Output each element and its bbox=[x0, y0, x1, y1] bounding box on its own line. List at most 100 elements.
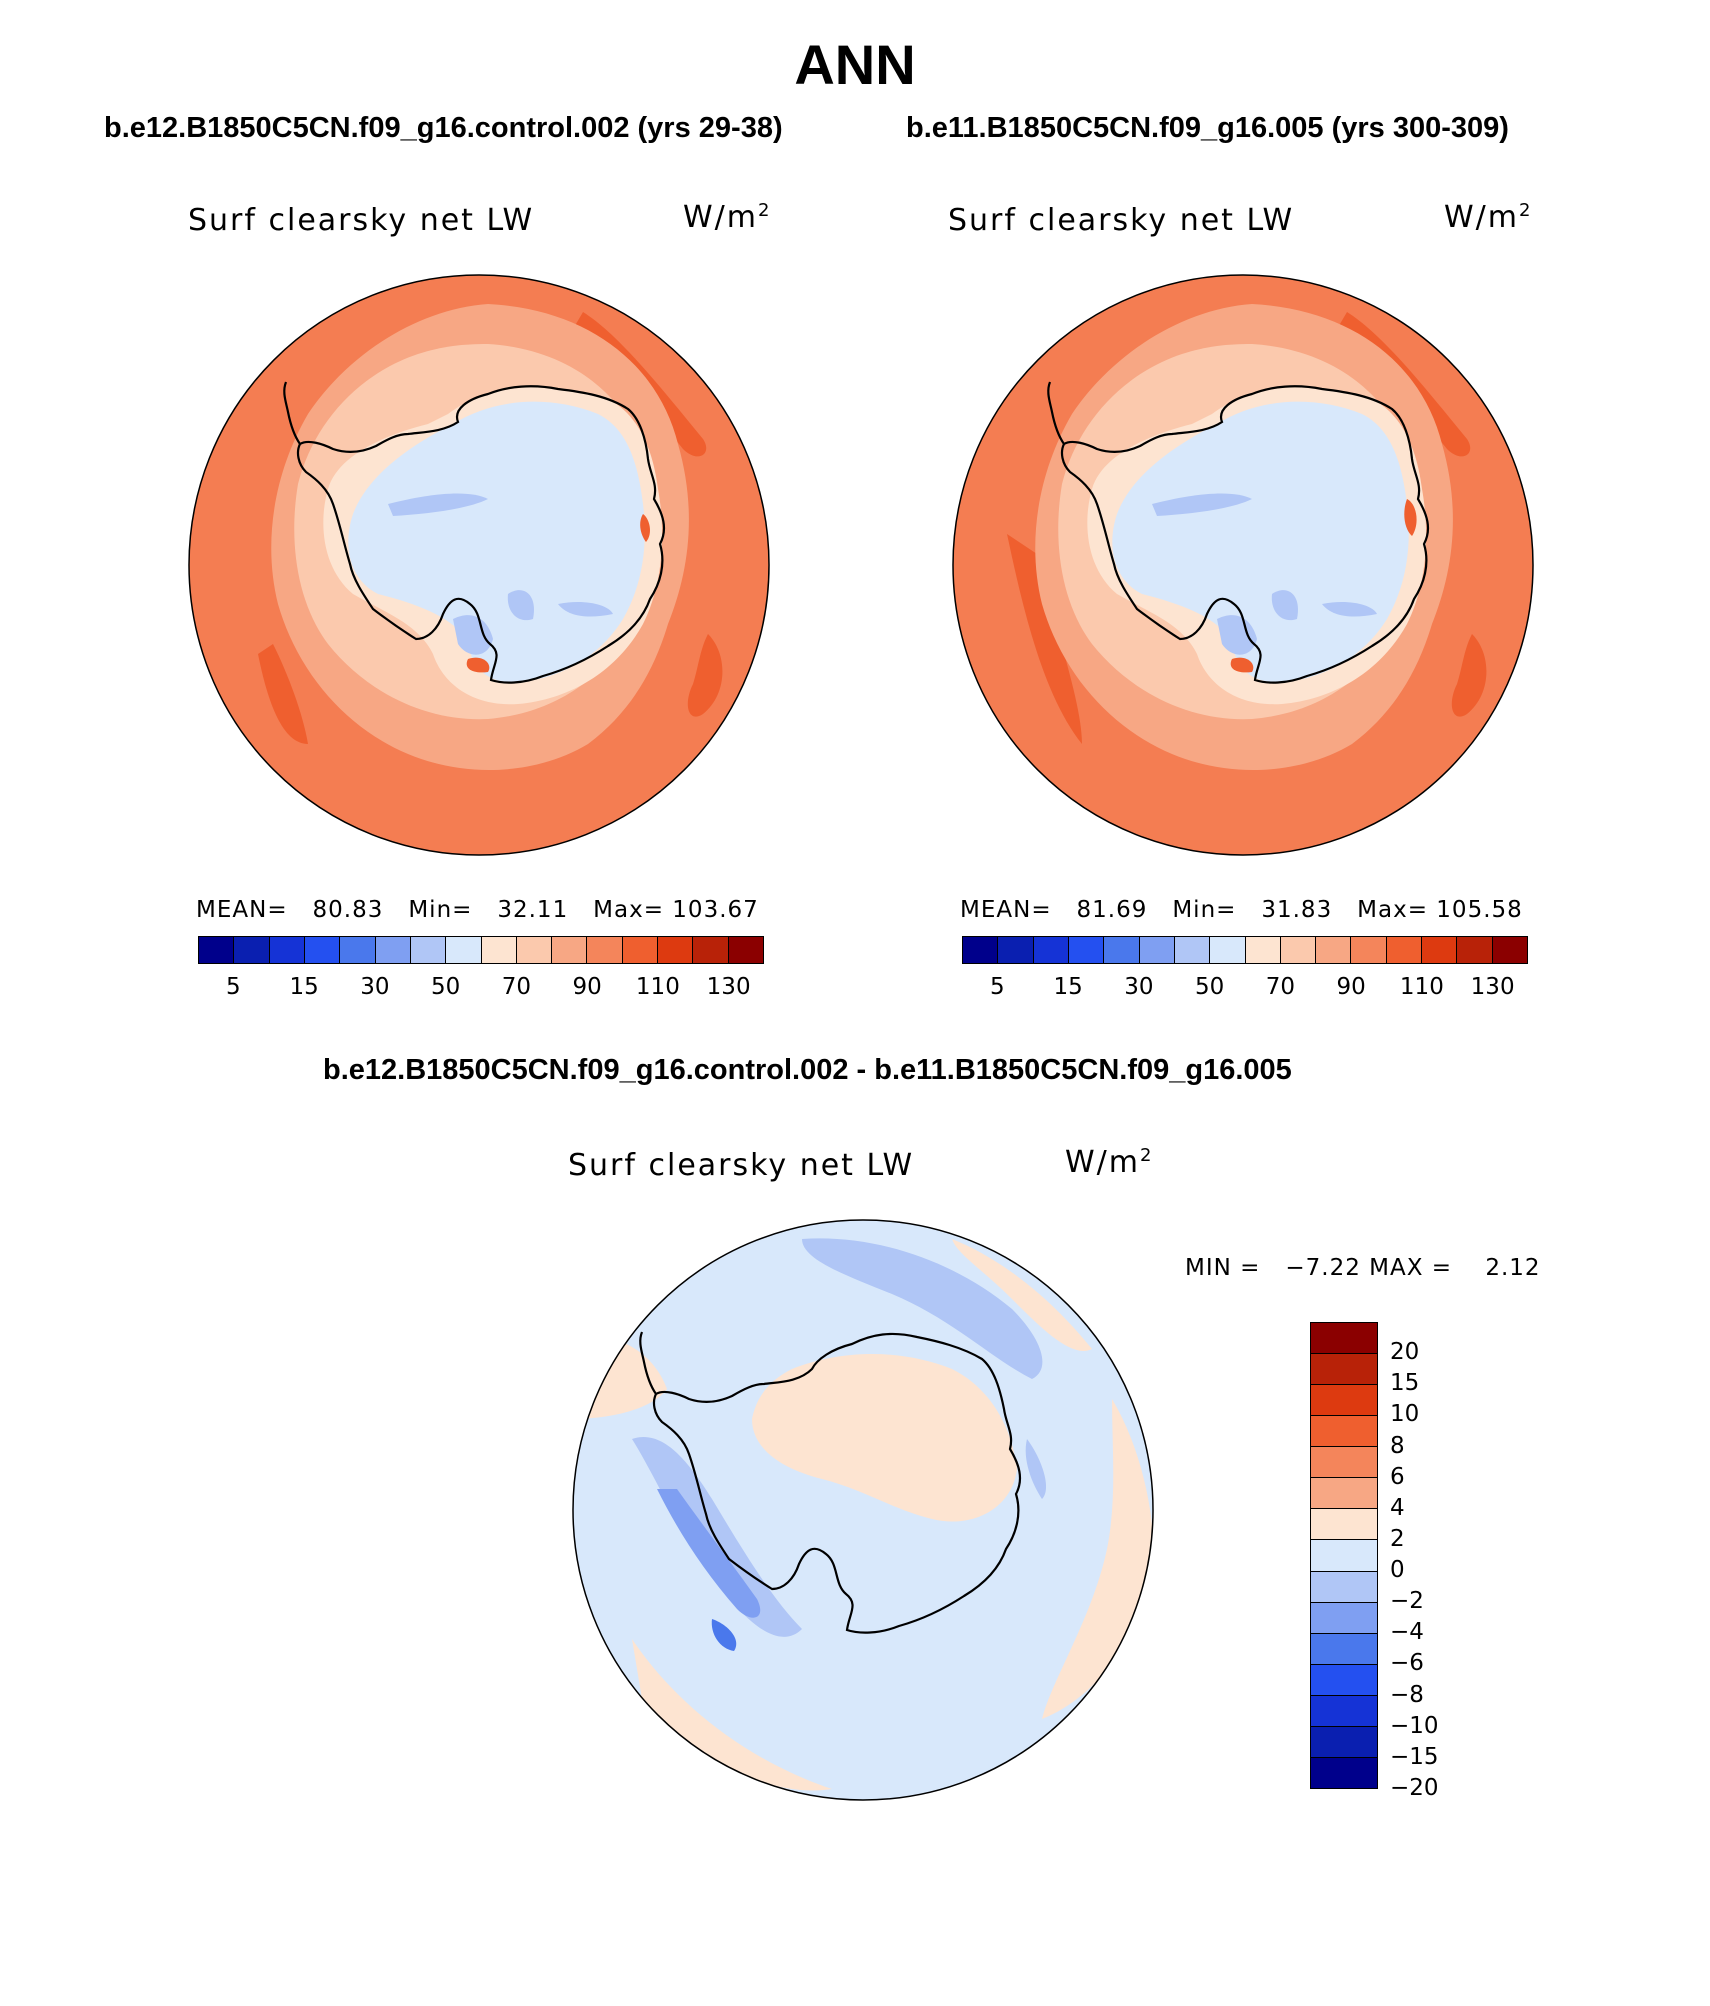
plateau-low-patch bbox=[453, 615, 493, 655]
colorbar-tick-label: 50 bbox=[1194, 974, 1225, 1000]
diff-warm-north bbox=[952, 1239, 1092, 1351]
panel2-stats: MEAN= 81.69 Min= 31.83 Max= 105.58 bbox=[960, 897, 1523, 923]
antarctic-peninsula bbox=[283, 381, 301, 445]
case-label-right: b.e11.B1850C5CN.f09_g16.005 (yrs 300-309… bbox=[906, 112, 1509, 144]
diff-cool-north bbox=[802, 1238, 1043, 1379]
colorbar-swatch bbox=[963, 937, 999, 963]
plateau-low-streak2 bbox=[507, 590, 534, 621]
hot-spot-ross bbox=[1230, 657, 1254, 673]
antarctica-coastline bbox=[652, 1332, 1022, 1634]
colorbar-swatch bbox=[304, 937, 341, 963]
panel2-units: W/m2 bbox=[1444, 200, 1533, 235]
colorbar-tick-label: 70 bbox=[1265, 974, 1296, 1000]
colorbar-swatch bbox=[410, 937, 447, 963]
colorbar-tick-label: 4 bbox=[1390, 1494, 1405, 1521]
warm-streak-se bbox=[687, 634, 723, 717]
colorbar-swatch bbox=[1422, 937, 1458, 963]
plateau-low-streak3 bbox=[1322, 602, 1377, 617]
diff-cooler-west bbox=[657, 1489, 761, 1618]
colorbar-swatch bbox=[1174, 937, 1211, 963]
map-reference-panel bbox=[952, 274, 1534, 856]
colorbar-swatch bbox=[340, 937, 376, 963]
panel3-variable: Surf clearsky net LW bbox=[568, 1148, 915, 1183]
colorbar-swatch bbox=[1351, 937, 1387, 963]
colorbar-swatch bbox=[693, 937, 729, 963]
panel3-stats: MIN = −7.22 MAX = 2.12 bbox=[1185, 1255, 1541, 1281]
colorbar-tick-label: 130 bbox=[1470, 974, 1515, 1000]
colorbar-swatch bbox=[1457, 937, 1493, 963]
colorbar-swatch bbox=[269, 937, 305, 963]
colorbar-difference-labels: 20 15 10 8 6 4 2 0 −2 −4 −6 −8 −10 −15 −20 bbox=[1390, 1322, 1490, 1801]
colorbar-tick-label: 15 bbox=[289, 974, 319, 1000]
colorbar-tick-label: 30 bbox=[360, 974, 390, 1000]
colorbar-swatch bbox=[1311, 1633, 1377, 1665]
diff-cool-west bbox=[632, 1437, 802, 1637]
colorbar-swatch bbox=[658, 937, 694, 963]
panel3-units: W/m2 bbox=[1065, 1145, 1154, 1180]
antarctic-peninsula bbox=[639, 1331, 657, 1395]
diff-warm-south bbox=[632, 1639, 832, 1791]
colorbar-swatch bbox=[1311, 1571, 1377, 1603]
colorbar-tick-label: −20 bbox=[1390, 1775, 1439, 1801]
hot-spot-east bbox=[640, 514, 650, 542]
warm-streak-sw bbox=[1007, 534, 1082, 744]
colorbar-swatch bbox=[1311, 1354, 1377, 1386]
colorbar-swatch bbox=[1139, 937, 1175, 963]
colorbar-swatch bbox=[1033, 937, 1069, 963]
colorbar-swatch bbox=[1316, 937, 1352, 963]
colorbar-tick-label: 6 bbox=[1390, 1463, 1405, 1490]
antarctica-coastline bbox=[1060, 385, 1430, 684]
colorbar-swatch bbox=[1311, 1323, 1377, 1355]
colorbar-swatch bbox=[1311, 1726, 1377, 1758]
case-label-diff: b.e12.B1850C5CN.f09_g16.control.002 - b.… bbox=[323, 1054, 1292, 1086]
colorbar-tick-label: 110 bbox=[1399, 974, 1444, 1000]
plateau-low-streak bbox=[1152, 493, 1252, 516]
panel2-variable: Surf clearsky net LW bbox=[948, 203, 1295, 238]
colorbar-swatch bbox=[516, 937, 553, 963]
colorbar-tick-label: −4 bbox=[1390, 1619, 1424, 1646]
colorbar-tick-label: −2 bbox=[1390, 1588, 1424, 1615]
colorbar-swatch bbox=[1311, 1416, 1377, 1448]
diff-coolest-spot bbox=[711, 1619, 737, 1651]
colorbar-tick-label: −10 bbox=[1390, 1712, 1439, 1739]
hot-spot-east bbox=[1404, 499, 1417, 536]
colorbar-tick-label: 90 bbox=[572, 974, 602, 1000]
colorbar-reference bbox=[962, 936, 1528, 964]
colorbar-swatch bbox=[1311, 1478, 1377, 1510]
colorbar-swatch bbox=[199, 937, 235, 963]
colorbar-swatch bbox=[1068, 937, 1105, 963]
colorbar-control bbox=[198, 936, 764, 964]
colorbar-swatch bbox=[552, 937, 588, 963]
colorbar-tick-label: 8 bbox=[1390, 1432, 1405, 1459]
figure-title: ANN bbox=[794, 33, 916, 96]
colorbar-swatch bbox=[1210, 937, 1246, 963]
colorbar-tick-label: 5 bbox=[990, 974, 1005, 1000]
colorbar-swatch bbox=[1311, 1602, 1377, 1634]
colorbar-tick-label: −8 bbox=[1390, 1681, 1424, 1708]
antarctica-coastline bbox=[296, 385, 666, 684]
colorbar-tick-label: 30 bbox=[1124, 974, 1154, 1000]
hot-spot-ross bbox=[466, 657, 490, 673]
plateau-low-streak bbox=[388, 493, 488, 516]
colorbar-tick-label: 10 bbox=[1390, 1401, 1420, 1428]
colorbar-tick-label: 2 bbox=[1390, 1525, 1405, 1552]
panel1-units: W/m2 bbox=[683, 200, 772, 235]
diff-antarctic-warm bbox=[752, 1354, 1017, 1522]
colorbar-swatch bbox=[1104, 937, 1140, 963]
colorbar-tick-label: 130 bbox=[706, 974, 751, 1000]
colorbar-swatch bbox=[1311, 1695, 1377, 1727]
colorbar-swatch bbox=[1311, 1757, 1377, 1788]
colorbar-tick-label: 110 bbox=[635, 974, 680, 1000]
case-label-left: b.e12.B1850C5CN.f09_g16.control.002 (yrs… bbox=[104, 112, 783, 144]
colorbar-swatch bbox=[1311, 1385, 1377, 1417]
colorbar-tick-label: 70 bbox=[501, 974, 532, 1000]
colorbar-swatch bbox=[1245, 937, 1281, 963]
colorbar-tick-label: 15 bbox=[1053, 974, 1083, 1000]
colorbar-difference bbox=[1310, 1322, 1378, 1789]
colorbar-swatch bbox=[1311, 1509, 1377, 1541]
colorbar-swatch bbox=[1386, 937, 1423, 963]
colorbar-control-labels: 5 15 30 50 70 90 110 130 bbox=[198, 974, 764, 1004]
colorbar-tick-label: 50 bbox=[430, 974, 461, 1000]
colorbar-swatch bbox=[1280, 937, 1317, 963]
warm-streak-se bbox=[1451, 634, 1487, 717]
